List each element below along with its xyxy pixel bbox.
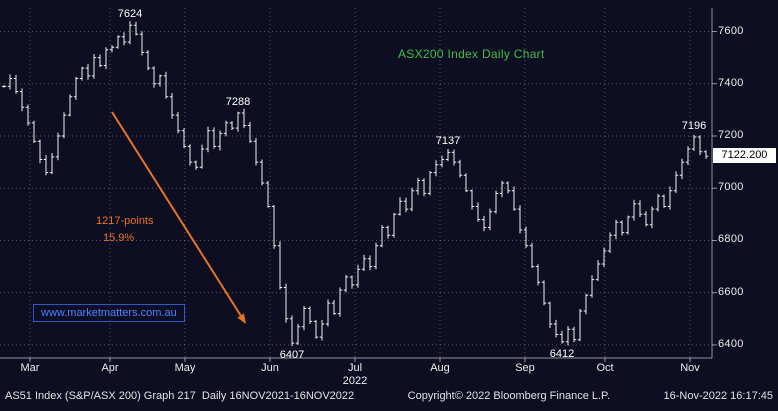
- last-price-badge: 7122.200: [713, 148, 776, 163]
- x-axis-month-label: Aug: [430, 362, 450, 374]
- price-annotation-label: 7624: [117, 8, 143, 20]
- x-axis-month-label: May: [174, 362, 196, 374]
- ohlc-price-bars: [1, 21, 709, 346]
- x-axis-month-label: Jul: [347, 362, 363, 374]
- decline-percent-label: 15.9%: [103, 232, 135, 244]
- status-bar-ticker-info: AS51 Index (S&P/ASX 200) Graph 217 Daily…: [5, 390, 355, 402]
- price-annotation-label: 7137: [435, 135, 461, 147]
- price-annotation-label: 6412: [549, 348, 575, 360]
- y-axis-label: 7200: [718, 129, 744, 141]
- x-axis-month-label: Oct: [596, 362, 614, 374]
- x-axis-month-label: Nov: [680, 362, 700, 374]
- y-axis-label: 6800: [718, 233, 744, 245]
- y-axis-label: 6600: [718, 286, 744, 298]
- x-axis-month-label: Apr: [101, 362, 119, 374]
- y-axis-label: 7400: [718, 77, 744, 89]
- status-bar-timestamp: 16-Nov-2022 16:17:45: [663, 390, 773, 402]
- watermark-link[interactable]: www.marketmatters.com.au: [33, 304, 185, 322]
- decline-points-label: 1217-points: [96, 215, 154, 227]
- axis-ticks: [0, 8, 717, 362]
- price-annotation-label: 6407: [279, 349, 305, 361]
- status-bar: AS51 Index (S&P/ASX 200) Graph 217 Daily…: [0, 390, 778, 402]
- y-axis-label: 7000: [718, 181, 744, 193]
- y-axis-label: 6400: [718, 338, 744, 350]
- x-axis-month-label: Mar: [20, 362, 40, 374]
- x-axis-month-label: Jun: [261, 362, 279, 374]
- x-axis-year-label: 2022: [342, 375, 368, 387]
- x-axis-month-label: Sep: [515, 362, 535, 374]
- chart-title: ASX200 Index Daily Chart: [398, 47, 545, 61]
- price-annotation-label: 7196: [681, 120, 707, 132]
- status-bar-copyright: Copyright© 2022 Bloomberg Finance L.P.: [407, 390, 611, 402]
- grid-lines: [0, 8, 712, 358]
- y-axis-label: 7600: [718, 25, 744, 37]
- decline-arrow: [111, 111, 246, 324]
- price-annotation-label: 7288: [225, 96, 251, 108]
- decline-arrowhead: [237, 313, 246, 324]
